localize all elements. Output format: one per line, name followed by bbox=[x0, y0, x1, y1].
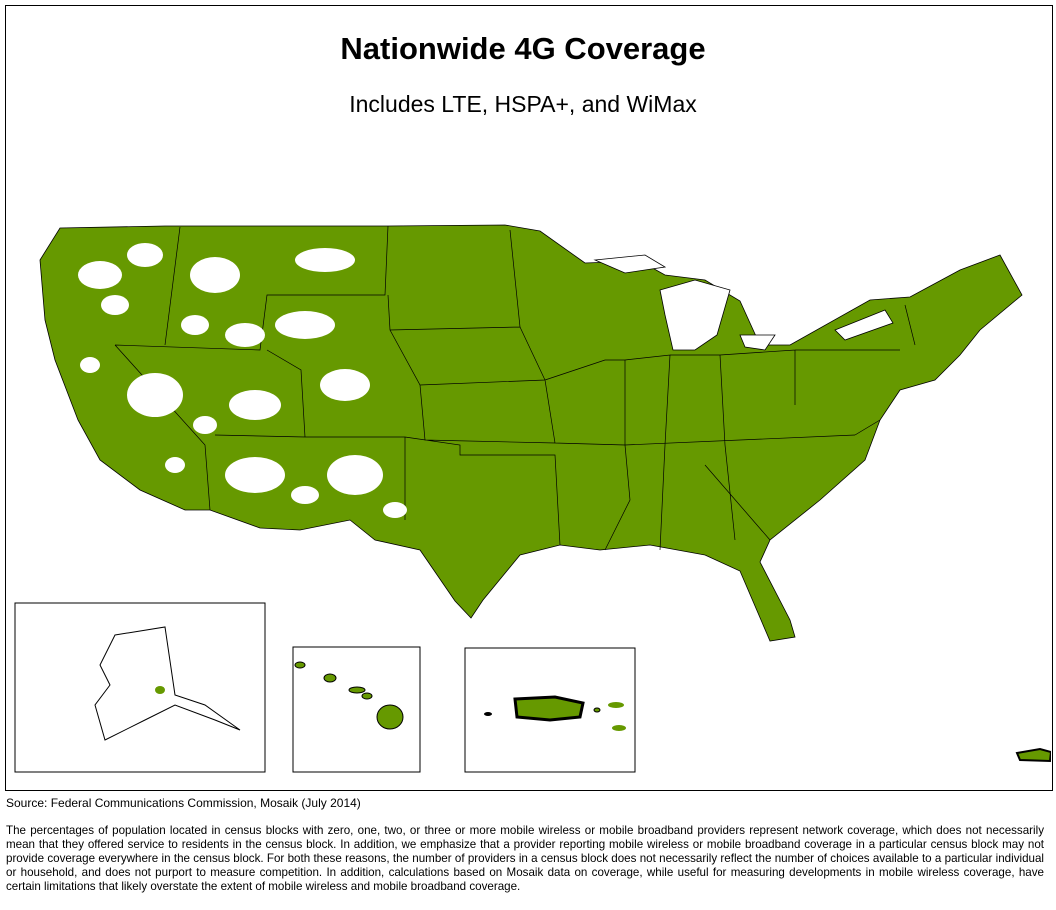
contiguous-us bbox=[39, 224, 1023, 642]
puerto-rico-small bbox=[1015, 747, 1051, 763]
alaska-inset bbox=[14, 602, 266, 773]
note-text: The percentages of population located in… bbox=[6, 824, 1044, 893]
hawaii-inset bbox=[292, 646, 421, 773]
map-title: Nationwide 4G Coverage bbox=[340, 31, 705, 66]
source-text: Source: Federal Communications Commissio… bbox=[6, 796, 361, 810]
map-frame: Nationwide 4G Coverage Includes LTE, HSP… bbox=[5, 5, 1053, 791]
puerto-rico-inset bbox=[464, 647, 636, 773]
map-subtitle: Includes LTE, HSPA+, and WiMax bbox=[349, 91, 697, 117]
map: Nationwide 4G Coverage Includes LTE, HSP… bbox=[14, 31, 1051, 773]
